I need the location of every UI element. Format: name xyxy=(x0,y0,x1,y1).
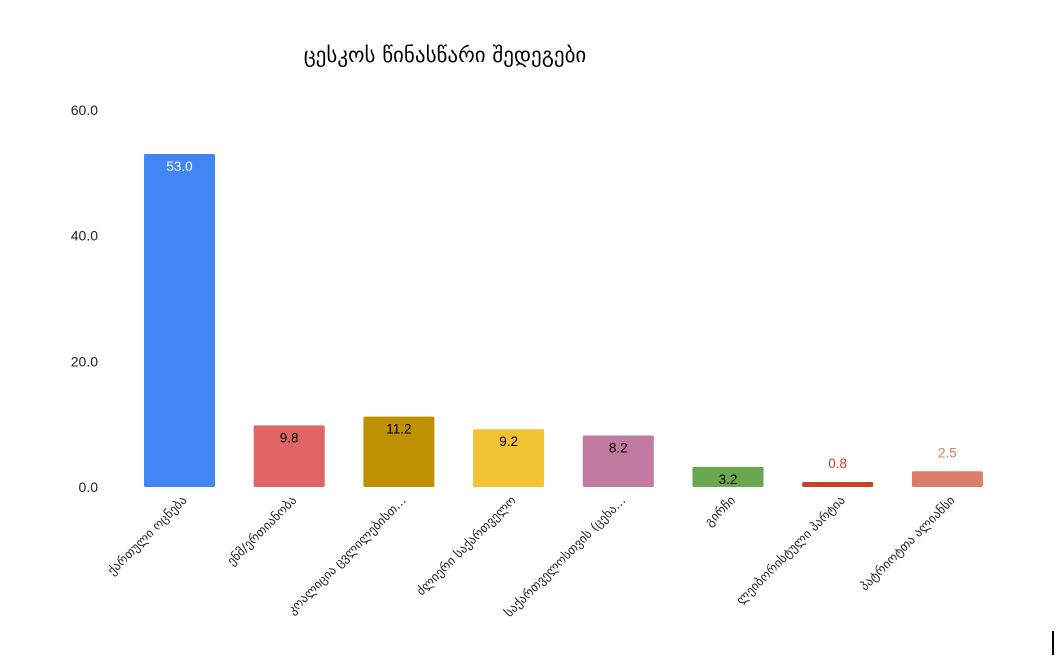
bar-value-label: 9.2 xyxy=(499,434,518,449)
x-tick-label: საქართველოსთვის (ცეხა… xyxy=(501,493,628,620)
x-tick-label: ენმ/ერთიანობა xyxy=(224,493,300,569)
bar-value-label: 2.5 xyxy=(938,445,957,460)
bar-value-label: 53.0 xyxy=(166,159,192,174)
edge-mark xyxy=(1052,631,1054,655)
x-tick-label: ძლიერი საქართველო xyxy=(413,492,519,598)
y-tick-label: 20.0 xyxy=(71,353,98,369)
bar-value-label: 8.2 xyxy=(609,440,628,455)
bar xyxy=(144,153,215,487)
bar xyxy=(582,435,654,487)
bar xyxy=(253,425,325,487)
bar xyxy=(692,466,764,487)
y-tick-label: 60.0 xyxy=(71,102,98,118)
bar xyxy=(473,429,545,487)
x-tick-label: კოალიცია ცვლილებისთ… xyxy=(284,493,409,618)
x-tick-label: ქართული ოცნება xyxy=(104,493,189,578)
y-tick-label: 0.0 xyxy=(79,479,99,495)
x-tick-label: პატრიოტთა ალიანსი xyxy=(857,493,958,594)
bar-value-label: 3.2 xyxy=(719,472,738,487)
value-labels: 53.0 9.8 11.2 9.2 8.2 3.2 0.8 2.5 xyxy=(166,159,956,487)
bar-value-label: 11.2 xyxy=(386,422,411,437)
bar xyxy=(911,471,983,487)
bar-value-label: 9.8 xyxy=(280,430,299,445)
chart-title: ცესკოს წინასწარი შედეგები xyxy=(304,43,587,67)
y-axis: 0.0 20.0 40.0 60.0 xyxy=(71,102,98,495)
x-tick-label: გირჩი xyxy=(702,493,739,530)
x-tick-label: ლეიბორისტული პარტია xyxy=(733,493,848,608)
bar xyxy=(802,481,874,487)
bar xyxy=(363,416,435,487)
bars xyxy=(144,153,983,487)
y-tick-label: 40.0 xyxy=(71,228,98,244)
bar-value-label: 0.8 xyxy=(828,456,847,471)
